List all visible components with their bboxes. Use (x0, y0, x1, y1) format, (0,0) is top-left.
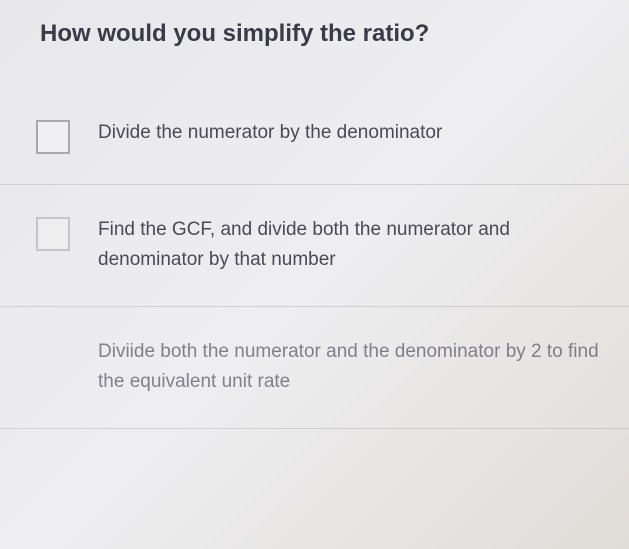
checkbox-1[interactable] (36, 217, 70, 251)
option-row-1[interactable]: Find the GCF, and divide both the numera… (0, 185, 629, 307)
option-label-2: Diviide both the numerator and the denom… (98, 337, 609, 398)
option-label-1: Find the GCF, and divide both the numera… (98, 215, 609, 276)
option-row-0[interactable]: Divide the numerator by the denominator (0, 88, 629, 185)
option-row-2[interactable]: Diviide both the numerator and the denom… (0, 307, 629, 429)
question-title: How would you simplify the ratio? (0, 0, 629, 88)
checkbox-0[interactable] (36, 120, 70, 154)
option-label-0: Divide the numerator by the denominator (98, 118, 609, 148)
